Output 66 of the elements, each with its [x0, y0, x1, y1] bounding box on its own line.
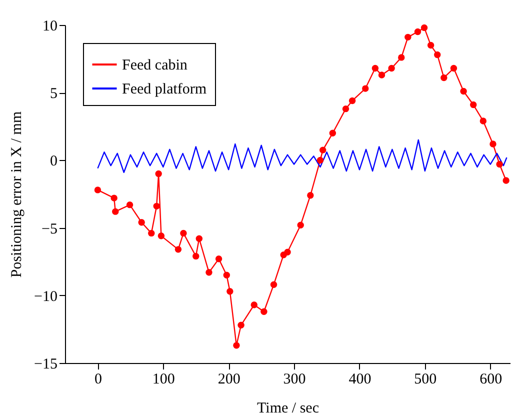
point: [233, 342, 240, 349]
x-tick-label: 600: [480, 372, 502, 388]
point: [307, 192, 314, 199]
point: [378, 72, 386, 78]
point: [250, 302, 258, 308]
x-axis-title: Time / sec: [257, 400, 320, 416]
x-tick-label: 300: [283, 372, 306, 388]
point: [490, 140, 496, 148]
x-tick-label: 400: [348, 372, 372, 388]
y-tick-label: 10: [42, 18, 58, 34]
point: [226, 288, 234, 295]
point: [420, 24, 428, 32]
line-series: [97, 139, 508, 173]
y-tick-label: 0: [50, 154, 58, 170]
point: [348, 97, 356, 104]
point: [388, 64, 395, 72]
point: [470, 101, 477, 108]
point: [404, 34, 412, 41]
point: [284, 248, 291, 256]
point: [138, 219, 145, 226]
legend-label: Feed cabin: [122, 58, 188, 74]
y-tick-label: −15: [34, 356, 58, 372]
point: [155, 170, 162, 178]
point: [158, 232, 165, 240]
y-axis-title: Positioning error in X / mm: [9, 111, 26, 278]
point: [502, 177, 510, 184]
point: [238, 322, 244, 328]
point: [372, 64, 379, 72]
point: [316, 156, 324, 164]
point: [414, 28, 422, 36]
x-tick-label: 100: [152, 372, 175, 388]
point: [270, 281, 278, 288]
y-tick-label: −5: [42, 221, 58, 238]
point: [342, 105, 350, 112]
point: [297, 222, 304, 228]
point: [398, 54, 405, 61]
point: [319, 146, 326, 154]
legend-label: Feed platform: [122, 82, 207, 98]
point: [196, 235, 203, 242]
point: [496, 160, 503, 168]
point: [329, 130, 336, 137]
point: [206, 269, 212, 276]
point: [440, 74, 448, 82]
point: [94, 186, 102, 194]
point: [110, 194, 118, 202]
point: [153, 202, 160, 210]
point: [450, 64, 458, 72]
point: [215, 256, 222, 262]
point: [260, 308, 268, 315]
point: [434, 51, 441, 58]
point: [480, 118, 487, 124]
point: [148, 230, 155, 237]
point: [112, 208, 119, 215]
point: [223, 272, 230, 278]
point: [427, 42, 434, 49]
x-tick-label: 500: [414, 372, 437, 388]
y-tick-label: 5: [50, 86, 58, 102]
y-tick-label: −10: [34, 288, 58, 305]
point: [180, 230, 187, 237]
point: [174, 246, 182, 253]
point: [460, 88, 467, 95]
point: [192, 252, 200, 260]
x-tick-label: 200: [218, 372, 240, 388]
x-tick-label: 0: [94, 372, 102, 388]
point: [362, 85, 369, 92]
point: [126, 201, 134, 208]
